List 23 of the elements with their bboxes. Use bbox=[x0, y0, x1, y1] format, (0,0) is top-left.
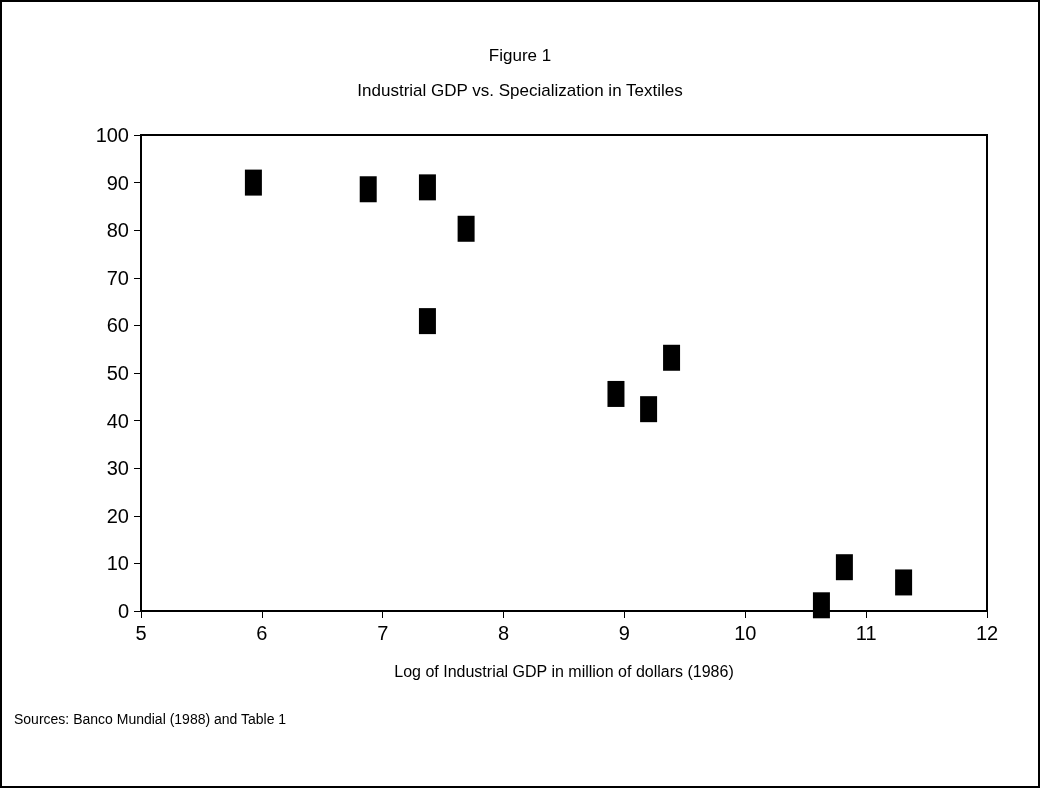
y-tick-label: 90 bbox=[106, 171, 129, 194]
y-tick-label: 10 bbox=[106, 552, 129, 575]
chart-title: Figure 1 bbox=[488, 46, 552, 65]
source-note: Sources: Banco Mundial (1988) and Table 1 bbox=[14, 711, 287, 727]
x-tick-label: 10 bbox=[734, 622, 757, 644]
x-tick-label: 7 bbox=[377, 622, 389, 644]
x-tick-label: 8 bbox=[498, 622, 510, 644]
x-tick-label: 9 bbox=[618, 622, 630, 644]
chart-subtitle: Industrial GDP vs. Specialization in Textiles bbox=[357, 81, 683, 100]
x-axis-title: Log of Industrial GDP in million of dollars (1986) bbox=[394, 662, 734, 680]
y-tick-label: 60 bbox=[106, 314, 129, 337]
x-tick-label: 5 bbox=[135, 622, 147, 644]
x-tick-label: 11 bbox=[855, 622, 877, 644]
x-tick-label: 6 bbox=[256, 622, 268, 644]
y-tick-label: 20 bbox=[106, 504, 129, 527]
y-tick-label: 80 bbox=[106, 219, 129, 242]
x-tick-label: 12 bbox=[975, 622, 999, 644]
y-tick-label: 30 bbox=[106, 457, 129, 480]
y-tick-label: 70 bbox=[106, 266, 129, 289]
y-tick-label: 0 bbox=[117, 600, 129, 622]
y-tick-label: 100 bbox=[95, 124, 129, 146]
y-tick-label: 40 bbox=[106, 409, 129, 432]
y-tick-label: 50 bbox=[106, 362, 129, 384]
